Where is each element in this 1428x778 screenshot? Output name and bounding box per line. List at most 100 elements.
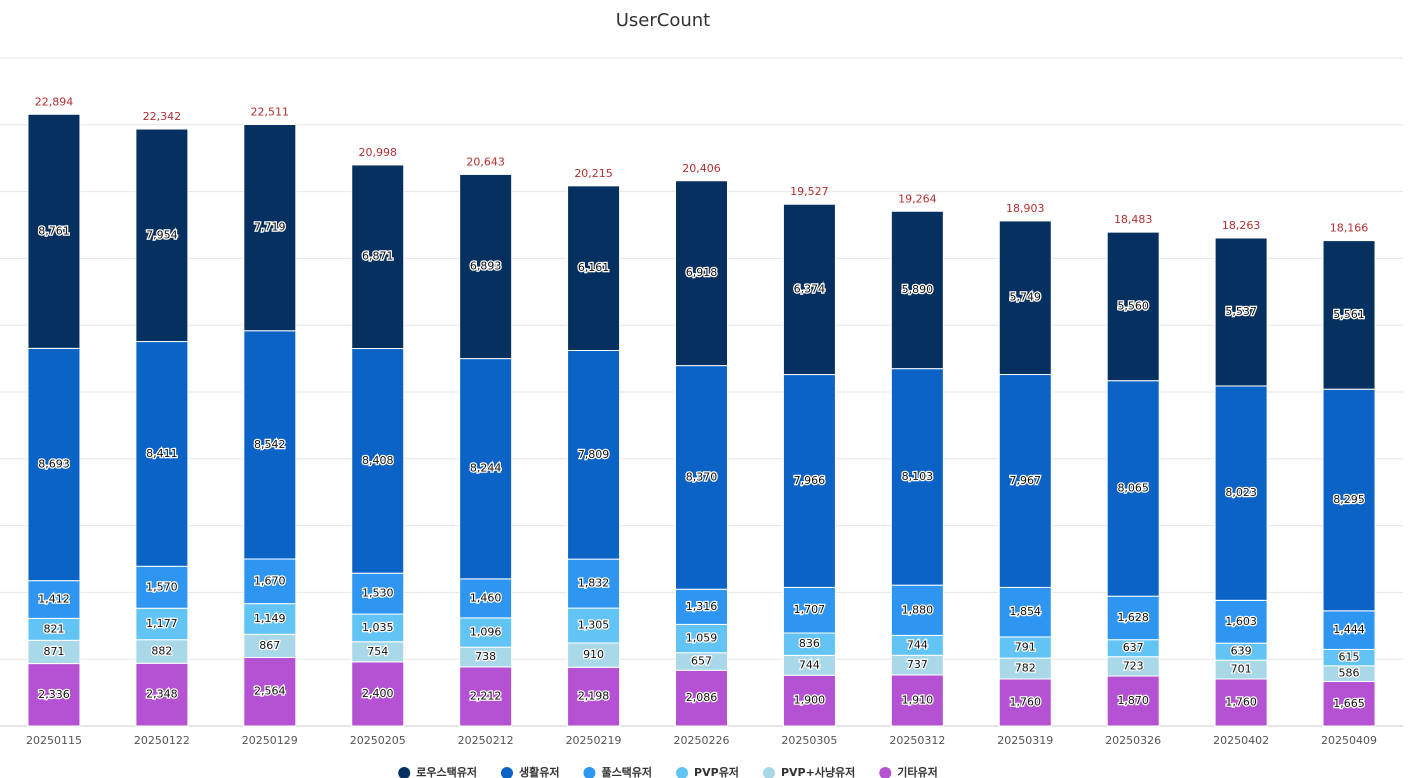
total-label: 20,406 [682, 162, 721, 175]
bar-segment [998, 586, 1052, 638]
data-label: 1,760 [1225, 695, 1257, 708]
data-label: 615 [1339, 651, 1360, 664]
bar-segment [1214, 237, 1268, 387]
bar-segment [27, 580, 81, 619]
bar-segment [459, 173, 513, 360]
bar-segment [135, 341, 189, 567]
legend-label: 생활유저 [519, 765, 559, 778]
legend-marker [500, 767, 513, 778]
bar-segment [135, 662, 189, 727]
x-tick-label: 20250129 [242, 734, 298, 747]
x-tick-label: 20250409 [1321, 734, 1377, 747]
data-label: 7,966 [794, 474, 826, 487]
bar-segment [243, 656, 297, 727]
x-tick-label: 20250226 [674, 734, 730, 747]
data-label: 7,809 [578, 448, 610, 461]
bar-segment [567, 185, 621, 351]
data-label: 1,177 [146, 617, 178, 630]
bar-segment [675, 669, 728, 727]
total-label: 22,894 [35, 95, 74, 108]
bar-segment [459, 358, 513, 580]
bar-segment [27, 113, 81, 349]
bar-segment [782, 374, 836, 588]
chart-title: UserCount [616, 10, 710, 31]
total-label: 18,166 [1330, 222, 1369, 235]
x-tick-label: 20250305 [781, 734, 837, 747]
bar-segment [675, 180, 728, 367]
data-label: 6,374 [794, 282, 826, 295]
data-label: 5,560 [1117, 299, 1149, 312]
data-label: 867 [259, 639, 280, 652]
data-label: 8,542 [254, 438, 286, 451]
bar-segment [351, 164, 405, 350]
data-label: 871 [43, 645, 64, 658]
bar-segment [567, 607, 621, 644]
data-label: 1,305 [578, 619, 610, 632]
legend-marker [398, 767, 411, 778]
data-label: 1,707 [794, 603, 826, 616]
bar-segment [135, 607, 189, 641]
legend-marker [879, 767, 892, 778]
data-label: 701 [1231, 663, 1252, 676]
data-label: 910 [583, 648, 604, 661]
data-label: 8,103 [902, 470, 934, 483]
data-label: 1,412 [38, 593, 70, 606]
bar-segment [135, 128, 189, 343]
bar-segment [675, 623, 728, 654]
bar-segment [675, 365, 728, 590]
total-label: 18,483 [1114, 213, 1153, 226]
data-label: 8,411 [146, 447, 178, 460]
x-tick-label: 20250115 [26, 734, 82, 747]
total-label: 22,342 [143, 110, 182, 123]
bar-segment [890, 210, 944, 370]
bar-segment [243, 124, 297, 332]
data-label: 1,460 [470, 591, 502, 604]
bar-segment [135, 565, 189, 609]
bar-segment [567, 558, 621, 609]
data-label: 2,400 [362, 687, 394, 700]
data-label: 2,336 [38, 688, 70, 701]
legend-label: 로우스택유저 [416, 765, 477, 778]
data-label: 5,749 [1010, 291, 1042, 304]
data-label: 1,880 [902, 603, 934, 616]
bar-segment [1106, 675, 1160, 727]
legend-label: PVP+사냥유저 [781, 765, 855, 778]
data-label: 8,370 [686, 470, 718, 483]
data-label: 657 [691, 654, 712, 667]
legend: 로우스택유저 생활유저 풀스택유저 PVP유저 PVP+사냥유저 기타유저 [398, 765, 938, 778]
data-label: 1,059 [686, 632, 718, 645]
data-label: 2,198 [578, 690, 610, 703]
data-label: 1,670 [254, 574, 286, 587]
data-label: 791 [1015, 641, 1036, 654]
data-label: 1,444 [1333, 623, 1365, 636]
data-label: 639 [1231, 645, 1252, 658]
data-label: 637 [1123, 641, 1144, 654]
x-tick-label: 20250326 [1105, 734, 1161, 747]
data-label: 1,910 [902, 693, 934, 706]
x-tick-label: 20250402 [1213, 734, 1269, 747]
bar-segment [27, 663, 81, 727]
data-label: 7,967 [1010, 474, 1042, 487]
data-label: 8,065 [1117, 481, 1149, 494]
data-label: 5,561 [1333, 308, 1365, 321]
data-label: 5,537 [1225, 305, 1257, 318]
total-label: 18,263 [1222, 219, 1261, 232]
data-label: 6,161 [578, 261, 610, 274]
data-label: 737 [907, 658, 928, 671]
bar-segment [27, 347, 81, 582]
data-label: 1,530 [362, 587, 394, 600]
bar-segment [243, 330, 297, 560]
data-label: 1,096 [470, 626, 502, 639]
data-label: 7,719 [254, 221, 286, 234]
legend-label: 풀스택유저 [601, 765, 652, 778]
data-label: 782 [1015, 662, 1036, 675]
bar-segment [567, 642, 621, 668]
data-label: 1,603 [1225, 615, 1257, 628]
bar-segment [351, 572, 405, 615]
x-tick-label: 20250212 [458, 734, 514, 747]
legend-marker [762, 767, 775, 778]
data-label: 1,832 [578, 577, 610, 590]
legend-marker [676, 767, 689, 778]
data-label: 1,870 [1117, 694, 1149, 707]
legend-label: PVP유저 [694, 765, 739, 778]
